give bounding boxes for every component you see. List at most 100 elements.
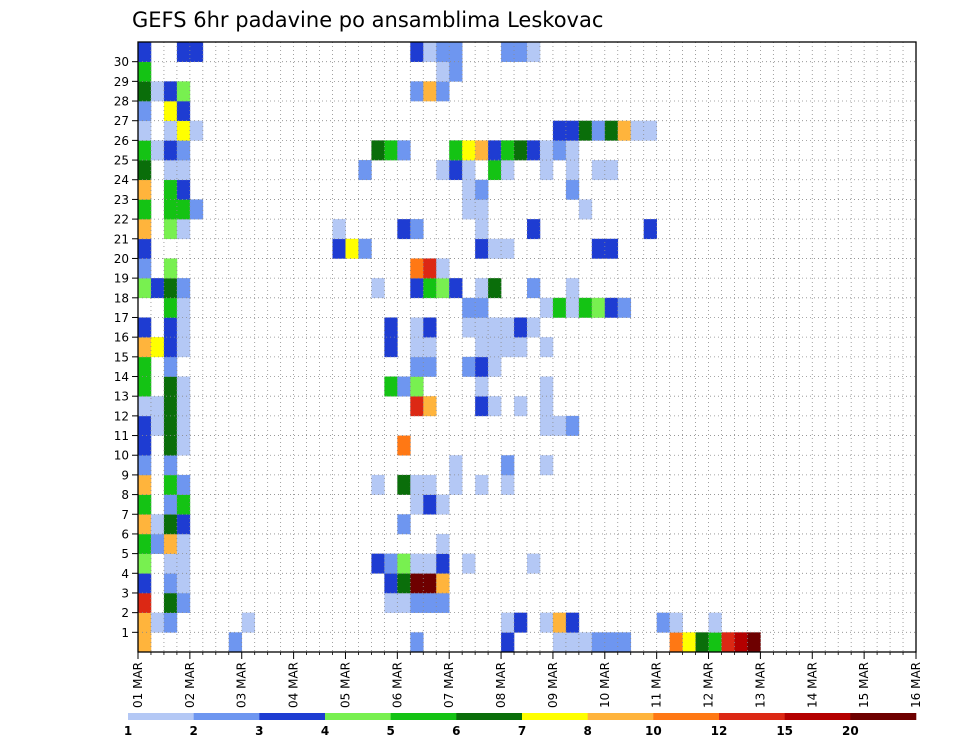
heatmap-cell [410, 81, 424, 102]
heatmap-cell [410, 376, 424, 397]
heatmap-cell [150, 278, 165, 299]
heatmap-cell [449, 140, 463, 161]
heatmap-cell [176, 278, 191, 299]
heatmap-cell [138, 199, 152, 220]
colorbar-label: 1 [124, 724, 132, 738]
x-tick-label: 14 MAR [805, 662, 819, 708]
heatmap-cell [565, 179, 580, 200]
x-tick-label: 10 MAR [598, 662, 612, 708]
colorbar-segment [522, 713, 588, 720]
heatmap-cell [176, 376, 191, 397]
heatmap-cell [176, 573, 191, 594]
heatmap-cell [163, 396, 178, 417]
heatmap-cell [397, 219, 411, 240]
heatmap-cells [138, 42, 761, 653]
heatmap-cell [423, 573, 437, 594]
heatmap-cell [669, 632, 683, 653]
heatmap-cell [176, 533, 191, 554]
heatmap-cell [332, 219, 346, 240]
colorbar-segment [587, 713, 654, 720]
heatmap-cell [539, 455, 554, 476]
heatmap-cell [410, 42, 424, 62]
heatmap-cell [475, 474, 489, 495]
heatmap-cell [501, 238, 515, 259]
heatmap-cell [708, 612, 722, 633]
x-tick-label: 11 MAR [650, 662, 664, 708]
heatmap-cell [150, 81, 165, 102]
heatmap-cell [138, 494, 152, 515]
y-tick-label: 24 [114, 173, 129, 187]
heatmap-cell [423, 81, 437, 102]
heatmap-cell [423, 337, 437, 358]
x-tick-label: 16 MAR [909, 662, 923, 708]
y-tick-label: 18 [114, 291, 129, 305]
heatmap-cell [138, 455, 152, 476]
heatmap-cell [514, 337, 528, 358]
heatmap-cell [604, 120, 619, 141]
heatmap-cell [163, 514, 178, 535]
heatmap-cell [138, 396, 152, 417]
heatmap-cell [708, 632, 722, 653]
heatmap-cell [462, 160, 476, 181]
heatmap-cell [176, 101, 191, 122]
heatmap-cell [150, 396, 165, 417]
y-tick-label: 11 [114, 429, 129, 443]
heatmap-cell [410, 494, 424, 515]
x-tick-label: 01 MAR [131, 662, 145, 708]
heatmap-cell [371, 553, 385, 574]
heatmap-cell [163, 81, 178, 102]
y-tick-label: 23 [114, 193, 129, 207]
heatmap-cell [552, 297, 567, 318]
heatmap-cell [163, 455, 178, 476]
heatmap-cell [552, 415, 567, 436]
heatmap-cell [358, 238, 372, 259]
heatmap-cell [332, 238, 346, 259]
heatmap-cell [384, 317, 398, 338]
heatmap-cell [138, 120, 152, 141]
heatmap-cell [423, 553, 437, 574]
heatmap-cell [501, 317, 515, 338]
heatmap-cell [462, 356, 476, 377]
heatmap-cell [462, 199, 476, 220]
heatmap-cell [436, 553, 450, 574]
heatmap-cell [371, 140, 385, 161]
heatmap-cell [371, 278, 385, 299]
heatmap-cell [565, 140, 580, 161]
heatmap-cell [462, 317, 476, 338]
heatmap-cell [462, 179, 476, 200]
heatmap-cell [138, 553, 152, 574]
heatmap-cell [163, 356, 178, 377]
heatmap-cell [475, 219, 489, 240]
heatmap-cell [449, 61, 463, 82]
heatmap-cell [410, 219, 424, 240]
heatmap-cell [734, 632, 748, 653]
colorbar-segment [653, 713, 720, 720]
heatmap-cell [150, 140, 165, 161]
heatmap-cell [501, 140, 515, 161]
heatmap-cell [462, 140, 476, 161]
heatmap-cell [384, 592, 398, 613]
heatmap-cell [397, 435, 411, 456]
heatmap-cell [423, 474, 437, 495]
heatmap-cell [384, 376, 398, 397]
heatmap-cell [138, 258, 152, 279]
heatmap-cell [423, 396, 437, 417]
heatmap-cell [176, 179, 191, 200]
heatmap-cell [488, 238, 502, 259]
colorbar-label: 12 [711, 724, 728, 738]
heatmap-cell [695, 632, 709, 653]
heatmap-cell [527, 553, 541, 574]
heatmap-cell [176, 494, 191, 515]
heatmap-cell [423, 592, 437, 613]
heatmap-cell [163, 278, 178, 299]
heatmap-cell [565, 612, 580, 633]
x-tick-label: 04 MAR [287, 662, 301, 708]
heatmap-cell [617, 120, 632, 141]
heatmap-cell [163, 297, 178, 318]
heatmap-cell [436, 160, 450, 181]
heatmap-cell [371, 474, 385, 495]
y-tick-label: 28 [114, 95, 129, 109]
x-axis: 01 MAR 02 MAR 03 MAR 04 MAR 05 MAR 06 MAR 07 M… [131, 652, 923, 708]
heatmap-cell [138, 238, 152, 259]
heatmap-cell [176, 337, 191, 358]
